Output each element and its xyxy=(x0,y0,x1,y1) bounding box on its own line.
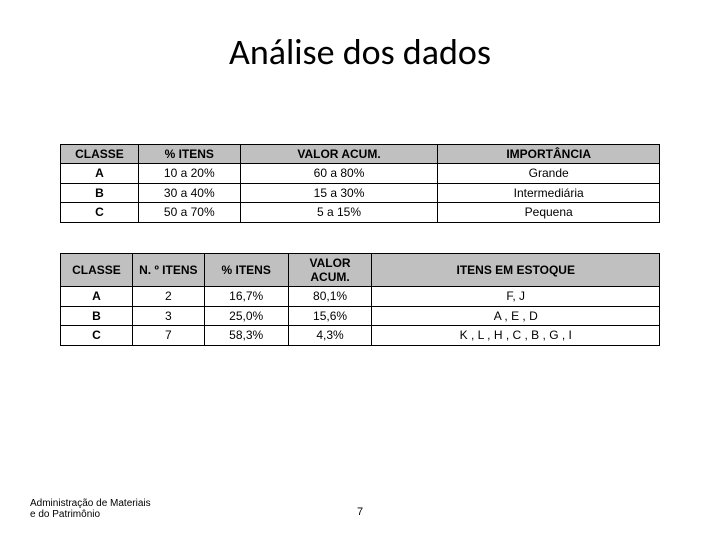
cell-imp: Grande xyxy=(438,164,660,183)
footer-text: Administração de Materiais e do Patrimôn… xyxy=(0,498,324,520)
cell-valor: 60 a 80% xyxy=(240,164,438,183)
cell-classe: A xyxy=(61,164,139,183)
page-number: 7 xyxy=(324,506,396,520)
cell-pct: 30 a 40% xyxy=(138,183,240,202)
footer-line1: Administração de Materiais xyxy=(30,498,151,509)
cell-n: 3 xyxy=(132,306,204,325)
table-row: B 3 25,0% 15,6% A , E , D xyxy=(61,306,660,325)
table-row: A 10 a 20% 60 a 80% Grande xyxy=(61,164,660,183)
cell-pct: 10 a 20% xyxy=(138,164,240,183)
cell-classe: B xyxy=(61,306,133,325)
table-classes-estoque: CLASSE N. º ITENS % ITENS VALOR ACUM. IT… xyxy=(60,253,660,346)
cell-pct: 16,7% xyxy=(204,287,288,306)
cell-pct: 25,0% xyxy=(204,306,288,325)
th-itens-estoque: ITENS EM ESTOQUE xyxy=(372,253,660,287)
th-importancia: IMPORTÂNCIA xyxy=(438,145,660,164)
cell-est: A , E , D xyxy=(372,306,660,325)
cell-val: 80,1% xyxy=(288,287,372,306)
tables-container: CLASSE % ITENS VALOR ACUM. IMPORTÂNCIA A… xyxy=(0,74,720,346)
th-pct-itens: % ITENS xyxy=(204,253,288,287)
cell-est: K , L , H , C , B , G , I xyxy=(372,326,660,345)
cell-val: 15,6% xyxy=(288,306,372,325)
cell-valor: 15 a 30% xyxy=(240,183,438,202)
cell-imp: Pequena xyxy=(438,203,660,222)
cell-pct: 58,3% xyxy=(204,326,288,345)
cell-val: 4,3% xyxy=(288,326,372,345)
table-row: C 50 a 70% 5 a 15% Pequena xyxy=(61,203,660,222)
cell-n: 7 xyxy=(132,326,204,345)
footer-line2: e do Patrimônio xyxy=(30,509,100,520)
th-pct-itens: % ITENS xyxy=(138,145,240,164)
cell-imp: Intermediária xyxy=(438,183,660,202)
table-row: A 2 16,7% 80,1% F, J xyxy=(61,287,660,306)
cell-pct: 50 a 70% xyxy=(138,203,240,222)
cell-est: F, J xyxy=(372,287,660,306)
th-classe: CLASSE xyxy=(61,145,139,164)
table-row: B 30 a 40% 15 a 30% Intermediária xyxy=(61,183,660,202)
slide-title: Análise dos dados xyxy=(0,0,720,74)
cell-valor: 5 a 15% xyxy=(240,203,438,222)
table-row: C 7 58,3% 4,3% K , L , H , C , B , G , I xyxy=(61,326,660,345)
cell-classe: A xyxy=(61,287,133,306)
cell-classe: C xyxy=(61,326,133,345)
table-header-row: CLASSE N. º ITENS % ITENS VALOR ACUM. IT… xyxy=(61,253,660,287)
th-valor-acum: VALOR ACUM. xyxy=(240,145,438,164)
cell-n: 2 xyxy=(132,287,204,306)
table-classes-generic: CLASSE % ITENS VALOR ACUM. IMPORTÂNCIA A… xyxy=(60,144,660,223)
slide-footer: Administração de Materiais e do Patrimôn… xyxy=(0,498,720,520)
th-valor-acum: VALOR ACUM. xyxy=(288,253,372,287)
cell-classe: B xyxy=(61,183,139,202)
cell-classe: C xyxy=(61,203,139,222)
th-n-itens: N. º ITENS xyxy=(132,253,204,287)
table-header-row: CLASSE % ITENS VALOR ACUM. IMPORTÂNCIA xyxy=(61,145,660,164)
th-classe: CLASSE xyxy=(61,253,133,287)
